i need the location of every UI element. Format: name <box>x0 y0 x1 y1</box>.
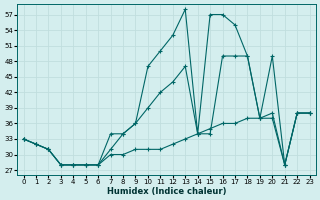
X-axis label: Humidex (Indice chaleur): Humidex (Indice chaleur) <box>107 187 226 196</box>
